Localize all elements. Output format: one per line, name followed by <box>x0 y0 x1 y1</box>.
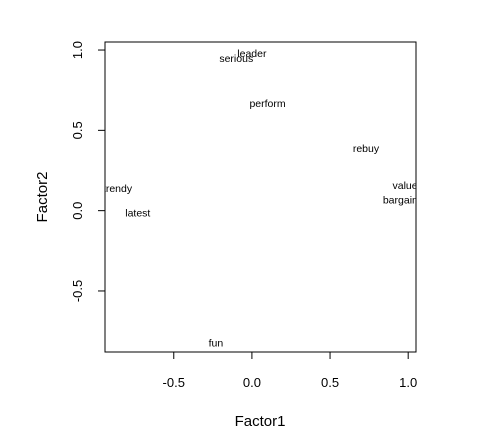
point-label-rebuy: rebuy <box>353 143 380 155</box>
point-label-bargain: bargain <box>383 194 418 206</box>
y-axis-title: Factor2 <box>34 172 51 223</box>
x-tick-label: 1.0 <box>399 375 417 390</box>
point-label-perform: perform <box>249 98 285 110</box>
x-tick-label: 0.0 <box>243 375 261 390</box>
point-label-trendy: trendy <box>103 183 133 195</box>
point-label-fun: fun <box>209 337 224 349</box>
y-tick-label: 0.0 <box>70 202 85 220</box>
y-tick-label: 0.5 <box>70 121 85 139</box>
y-tick-label: -0.5 <box>70 280 85 302</box>
point-label-value: value <box>393 180 418 192</box>
y-tick-label: 1.0 <box>70 41 85 59</box>
x-axis-title: Factor1 <box>235 413 286 430</box>
point-label-latest: latest <box>125 207 150 219</box>
x-tick-label: -0.5 <box>163 375 185 390</box>
x-tick-label: 0.5 <box>321 375 339 390</box>
point-label-serious: serious <box>219 53 253 65</box>
